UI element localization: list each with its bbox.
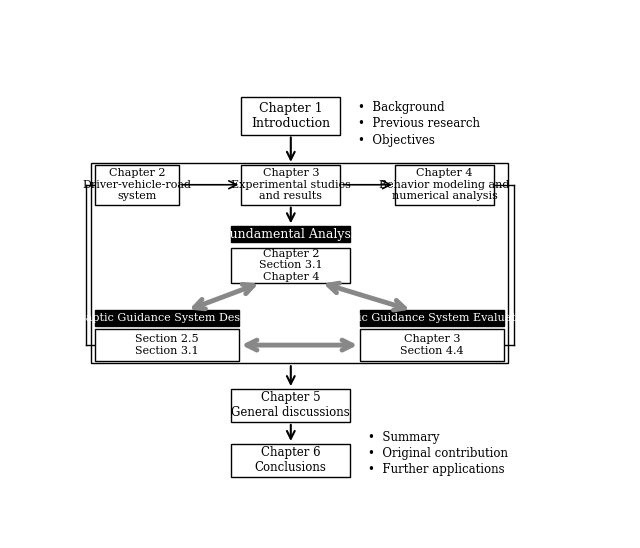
Text: Fundamental Analysis: Fundamental Analysis: [221, 227, 361, 241]
FancyBboxPatch shape: [231, 444, 350, 477]
Text: Chapter 5
General discussions: Chapter 5 General discussions: [232, 391, 350, 419]
Text: •  Objectives: • Objectives: [358, 134, 435, 146]
Text: Section 2.5
Section 3.1: Section 2.5 Section 3.1: [135, 334, 198, 356]
Text: Haptic Guidance System Design: Haptic Guidance System Design: [76, 313, 258, 323]
Text: •  Previous research: • Previous research: [358, 117, 480, 130]
Text: •  Further applications: • Further applications: [367, 464, 504, 477]
FancyBboxPatch shape: [95, 165, 179, 205]
Text: Chapter 4
Behavior modeling and
numerical analysis: Chapter 4 Behavior modeling and numerica…: [380, 168, 509, 201]
Text: Chapter 6
Conclusions: Chapter 6 Conclusions: [255, 446, 327, 474]
FancyBboxPatch shape: [231, 248, 350, 283]
Text: Chapter 3
Section 4.4: Chapter 3 Section 4.4: [401, 334, 464, 356]
Text: Chapter 1
Introduction: Chapter 1 Introduction: [252, 101, 330, 129]
FancyBboxPatch shape: [95, 329, 239, 361]
FancyBboxPatch shape: [231, 389, 350, 422]
FancyBboxPatch shape: [395, 165, 494, 205]
FancyBboxPatch shape: [360, 329, 504, 361]
Text: Haptic Guidance System Evaluation: Haptic Guidance System Evaluation: [330, 313, 534, 323]
FancyBboxPatch shape: [95, 311, 239, 326]
Text: Chapter 2
Driver-vehicle-road
system: Chapter 2 Driver-vehicle-road system: [83, 168, 191, 201]
Text: •  Background: • Background: [358, 101, 444, 115]
FancyBboxPatch shape: [241, 96, 340, 135]
FancyBboxPatch shape: [231, 226, 350, 242]
Text: •  Summary: • Summary: [367, 431, 439, 444]
FancyBboxPatch shape: [360, 311, 504, 326]
Text: Chapter 3
Experimental studies
and results: Chapter 3 Experimental studies and resul…: [231, 168, 351, 201]
Text: •  Original contribution: • Original contribution: [367, 448, 508, 460]
FancyBboxPatch shape: [241, 165, 340, 205]
Text: Chapter 2
Section 3.1
Chapter 4: Chapter 2 Section 3.1 Chapter 4: [259, 249, 323, 282]
